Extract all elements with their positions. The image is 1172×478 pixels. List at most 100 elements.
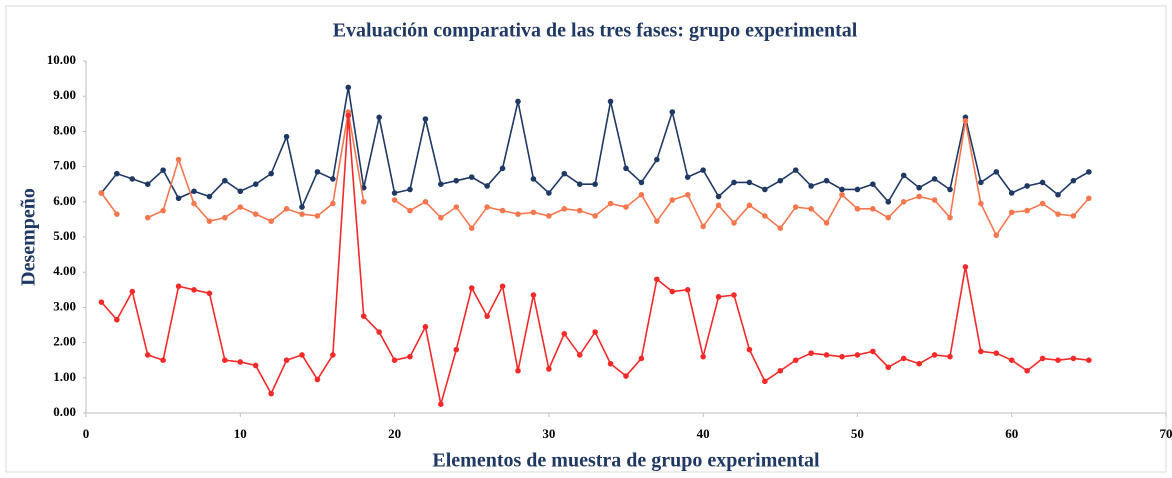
data-point: [530, 292, 537, 298]
data-point: [206, 290, 213, 297]
data-point: [376, 114, 382, 121]
data-point: [561, 206, 568, 212]
data-point: [654, 276, 660, 283]
y-tick-label: 4.00: [53, 263, 76, 278]
data-point: [1070, 177, 1077, 184]
data-point: [1055, 357, 1061, 364]
data-point: [576, 352, 583, 358]
data-point: [576, 181, 583, 187]
data-point: [885, 199, 892, 205]
data-point: [808, 350, 814, 356]
data-point: [98, 190, 105, 196]
data-point: [129, 288, 136, 295]
data-point: [731, 220, 737, 226]
data-point: [515, 211, 521, 217]
data-point: [638, 355, 645, 362]
data-point: [823, 177, 830, 184]
data-point: [561, 331, 568, 337]
data-point: [916, 360, 922, 367]
data-point: [299, 204, 305, 210]
x-tick-label: 0: [83, 426, 90, 441]
data-point: [978, 179, 984, 186]
data-point: [1039, 200, 1046, 207]
data-point: [422, 199, 429, 205]
data-point: [175, 156, 182, 163]
x-axis-label: Elementos de muestra de grupo experiment…: [432, 450, 820, 472]
data-point: [870, 348, 876, 355]
data-point: [1024, 367, 1030, 374]
data-point: [453, 177, 460, 184]
data-point: [669, 197, 676, 203]
data-point: [499, 165, 506, 172]
x-tick-label: 40: [697, 426, 710, 441]
data-point: [947, 353, 953, 360]
data-point: [1055, 191, 1061, 198]
chart-border: [5, 5, 1167, 473]
x-tick-label: 10: [234, 426, 247, 441]
data-point: [114, 211, 120, 217]
data-point: [731, 179, 737, 186]
data-point: [191, 188, 197, 195]
data-point: [931, 197, 938, 203]
data-point: [607, 98, 614, 105]
series-line: [100, 87, 1090, 210]
data-point: [144, 214, 151, 221]
data-point: [1039, 179, 1046, 186]
data-point: [376, 329, 382, 335]
data-point: [345, 84, 352, 91]
data-point: [854, 352, 861, 358]
data-point: [114, 316, 120, 323]
data-point: [777, 177, 784, 184]
data-point: [499, 283, 506, 290]
data-point: [484, 313, 490, 320]
data-point: [854, 186, 861, 193]
data-point: [160, 357, 166, 364]
data-point: [654, 218, 660, 224]
data-point: [993, 169, 1000, 175]
data-point: [160, 167, 166, 173]
data-point: [546, 190, 552, 196]
data-point: [777, 225, 784, 231]
data-point: [561, 170, 568, 177]
data-point: [1086, 357, 1092, 364]
data-point: [237, 188, 244, 195]
data-point: [237, 204, 244, 210]
data-point: [900, 199, 907, 205]
data-point: [283, 357, 290, 364]
data-point: [746, 202, 753, 209]
data-point: [623, 165, 629, 172]
data-point: [160, 207, 166, 214]
x-tick-label: 50: [851, 426, 864, 441]
data-point: [870, 206, 876, 212]
data-point: [114, 170, 120, 177]
data-point: [144, 181, 151, 187]
data-point: [499, 207, 506, 214]
data-point: [916, 193, 922, 200]
data-point: [638, 179, 645, 186]
data-point: [808, 183, 814, 189]
data-point: [206, 193, 213, 200]
data-point: [607, 360, 614, 367]
data-point: [1070, 213, 1077, 219]
data-point: [252, 181, 259, 187]
data-point: [314, 376, 321, 383]
data-point: [792, 357, 799, 364]
data-point: [1086, 195, 1092, 202]
data-point: [407, 353, 413, 360]
data-point: [839, 353, 845, 360]
data-point: [715, 202, 722, 209]
y-tick-label: 9.00: [53, 87, 76, 102]
data-point: [468, 285, 475, 291]
data-point: [839, 191, 845, 198]
y-tick-label: 3.00: [53, 298, 76, 313]
data-point: [175, 195, 182, 202]
data-point: [360, 199, 367, 205]
data-point: [438, 401, 444, 408]
data-point: [546, 213, 552, 219]
data-point: [978, 200, 984, 207]
data-point: [700, 167, 706, 173]
y-tick-label: 2.00: [53, 334, 76, 349]
y-tick-label: 1.00: [53, 369, 76, 384]
data-point: [206, 218, 213, 224]
data-point: [731, 292, 737, 298]
